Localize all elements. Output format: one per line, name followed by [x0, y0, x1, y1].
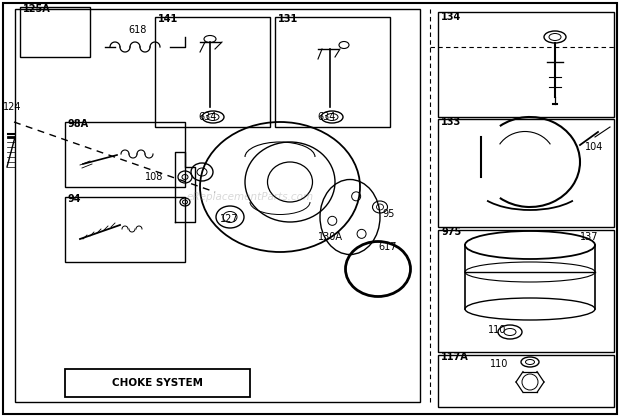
Text: 127: 127 [220, 214, 239, 224]
Text: eReplacementParts.com: eReplacementParts.com [187, 192, 314, 202]
Text: 137: 137 [580, 232, 598, 242]
Text: 125A: 125A [23, 4, 51, 14]
Bar [65, 197, 185, 262]
Text: 110: 110 [490, 359, 508, 369]
Text: 131: 131 [278, 14, 298, 24]
Text: 141: 141 [158, 14, 179, 24]
Bar [438, 230, 614, 352]
Bar [65, 369, 250, 397]
Text: 134: 134 [441, 12, 461, 22]
Text: 94: 94 [68, 194, 81, 204]
Text: 634: 634 [317, 112, 335, 122]
Text: 98A: 98A [68, 119, 89, 129]
Text: 618: 618 [128, 25, 146, 35]
Text: 617: 617 [378, 242, 397, 252]
Text: 124: 124 [3, 102, 22, 112]
Bar [155, 17, 270, 127]
Text: 117A: 117A [441, 352, 469, 362]
Bar [65, 122, 185, 187]
Bar [275, 17, 390, 127]
Text: 95: 95 [382, 209, 394, 219]
Text: 108: 108 [145, 172, 164, 182]
Text: CHOKE SYSTEM: CHOKE SYSTEM [112, 378, 203, 388]
Bar [15, 9, 420, 402]
Bar [438, 119, 614, 227]
Text: 130A: 130A [318, 232, 343, 242]
Text: 110: 110 [488, 325, 507, 335]
Text: 104: 104 [585, 142, 603, 152]
Bar [20, 7, 90, 57]
Text: 634: 634 [198, 112, 216, 122]
Text: 133: 133 [441, 117, 461, 127]
Bar [438, 355, 614, 407]
Bar [438, 12, 614, 117]
Text: 975: 975 [441, 227, 461, 237]
